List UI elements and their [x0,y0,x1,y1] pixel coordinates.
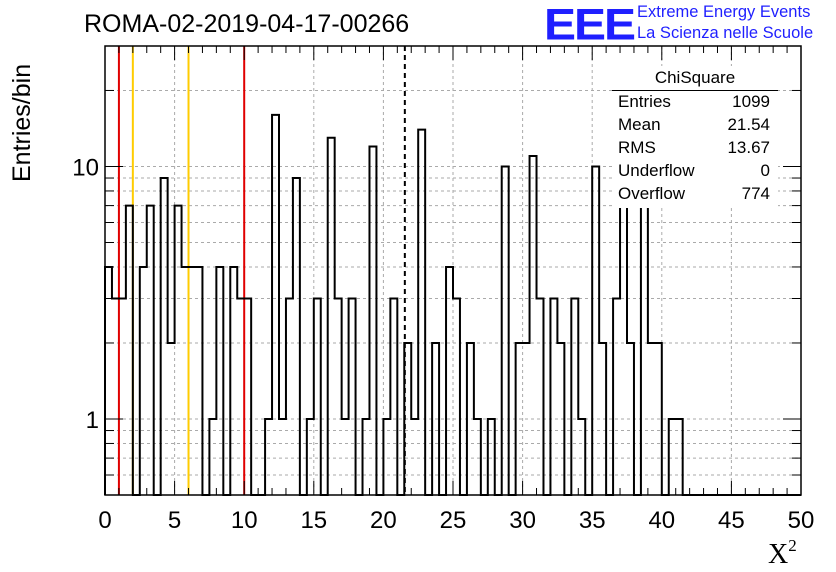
x-tick-label: 15 [300,507,327,534]
stats-row-underflow: Underflow 0 [618,161,770,184]
histogram-bin [175,206,182,495]
histogram-bin [369,146,376,495]
x-tick-label: 25 [440,507,467,534]
x-tick-label: 0 [98,507,111,534]
histogram-bin [119,299,126,495]
histogram-bin [335,299,342,495]
x-tick-label: 20 [370,507,397,534]
y-tick-label: 1 [86,407,99,434]
histogram-bin [537,299,544,495]
stats-value: 21.54 [727,115,770,134]
stats-box: ChiSquare Entries 1099 Mean 21.54 RMS 13… [612,66,778,208]
histogram-bin [237,299,244,495]
histogram-bin [293,178,300,495]
histogram-bin [286,299,293,495]
histogram-bin [453,299,460,495]
y-axis-ticks: 1 10 [72,89,801,476]
x-axis-ticks: 0 5 10 15 20 25 30 35 40 45 50 [98,46,814,534]
x-tick-label: 30 [509,507,536,534]
eee-logo: EEE [544,0,636,50]
x-tick-label: 5 [168,507,181,534]
stats-value: 0 [760,161,770,180]
histogram-bin [349,299,356,495]
stats-key: Entries [618,92,671,111]
stats-title: ChiSquare [612,68,778,91]
x-tick-label: 35 [579,507,606,534]
histogram-bin [418,130,425,495]
histogram-bin [592,166,599,495]
histogram-bin [230,267,237,495]
x-axis-label-text: X [768,539,789,570]
stats-row-overflow: Overflow 774 [618,184,770,207]
histogram-bin [550,299,557,495]
histogram-bin [314,299,321,495]
histogram-bin [390,299,397,495]
histogram-bin [613,299,620,495]
x-tick-label: 45 [718,507,745,534]
stats-row-entries: Entries 1099 [618,92,770,115]
x-axis-label-superscript: 2 [788,536,797,555]
tagline-la-scienza: La Scienza nelle Scuole [637,24,814,42]
histogram-bin [502,166,509,495]
histogram-bin [530,156,537,495]
x-axis-label: X2 [768,536,797,571]
tagline-extreme-energy-events: Extreme Energy Events [637,3,811,21]
y-axis-label: Entries/bin [8,63,36,182]
stats-value: 1099 [732,92,770,111]
histogram-bin [105,267,112,495]
stats-row-rms: RMS 13.67 [618,138,770,161]
histogram-bin [446,267,453,495]
histogram-bin [161,178,168,495]
histogram-bin [216,267,223,495]
histogram-bin [147,206,154,495]
histogram-bin [195,267,202,495]
histogram-bin [140,267,147,495]
stats-key: RMS [618,138,656,157]
stats-row-mean: Mean 21.54 [618,115,770,138]
y-tick-label: 10 [72,154,99,181]
histogram-bin [126,206,133,495]
histogram-bin [272,115,279,495]
x-tick-label: 50 [788,507,815,534]
run-title: ROMA-02-2019-04-17-00266 [84,10,410,38]
histogram-bin [189,267,196,495]
stats-value: 13.67 [727,138,770,157]
stats-key: Overflow [618,184,686,203]
stats-value: 774 [741,184,770,203]
stats-key: Underflow [618,161,695,180]
x-tick-label: 40 [648,507,675,534]
histogram-bin [182,267,189,495]
histogram-bin [244,299,251,495]
histogram-bin [571,299,578,495]
stats-key: Mean [618,115,661,134]
x-tick-label: 10 [231,507,258,534]
histogram-bin [112,299,119,495]
